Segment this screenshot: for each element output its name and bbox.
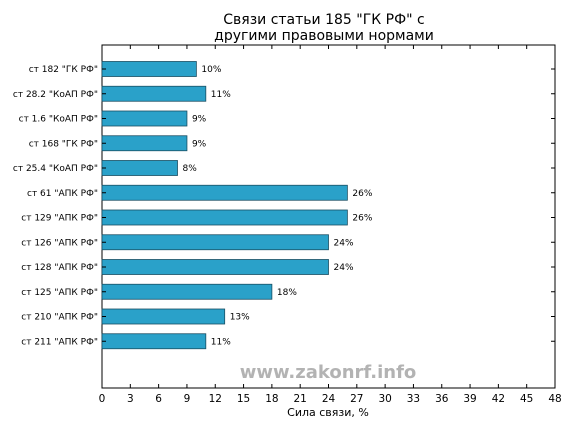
category-label: ст 182 "ГК РФ" <box>29 65 98 75</box>
x-tick-label: 0 <box>99 393 106 405</box>
bar <box>101 184 348 201</box>
bar <box>101 135 188 152</box>
category-label: ст 126 "АПК РФ" <box>21 238 98 248</box>
value-label: 24% <box>334 238 354 248</box>
x-tick-label: 45 <box>520 393 533 405</box>
chart-title-line-1: Связи статьи 185 "ГК РФ" с <box>223 12 424 28</box>
category-label: ст 129 "АПК РФ" <box>21 214 98 224</box>
x-tick-label: 18 <box>265 393 278 405</box>
bar <box>101 234 329 251</box>
bar <box>101 110 188 127</box>
x-tick-label: 39 <box>463 393 476 405</box>
x-tick-label: 15 <box>237 393 250 405</box>
x-axis-label: Сила связи, % <box>287 406 369 419</box>
category-label: ст 1.6 "КоАП РФ" <box>19 115 98 125</box>
x-tick-label: 33 <box>407 393 420 405</box>
value-label: 8% <box>183 164 198 174</box>
category-label: ст 61 "АПК РФ" <box>27 189 98 199</box>
bar <box>101 308 226 325</box>
value-label: 11% <box>211 90 231 100</box>
category-label: ст 210 "АПК РФ" <box>21 313 98 323</box>
chart-title-line-2: другими правовыми нормами <box>214 28 434 44</box>
x-tick-label: 24 <box>322 393 336 405</box>
value-label: 11% <box>211 337 231 347</box>
category-label: ст 211 "АПК РФ" <box>21 337 98 347</box>
value-label: 18% <box>277 288 297 298</box>
category-label: ст 125 "АПК РФ" <box>21 288 98 298</box>
bar <box>101 259 329 275</box>
value-label: 13% <box>230 313 250 323</box>
x-tick-label: 48 <box>548 393 561 405</box>
category-label: ст 168 "ГК РФ" <box>29 139 98 149</box>
x-tick-label: 12 <box>209 393 222 405</box>
value-label: 24% <box>334 263 354 273</box>
x-tick-label: 36 <box>435 393 449 405</box>
value-label: 10% <box>201 65 221 75</box>
bar <box>101 160 178 176</box>
value-label: 9% <box>192 139 207 149</box>
bar <box>101 61 197 77</box>
category-label: ст 28.2 "КоАП РФ" <box>13 90 98 100</box>
x-tick-label: 42 <box>492 393 505 405</box>
category-label: ст 128 "АПК РФ" <box>21 263 98 273</box>
bar <box>101 333 207 350</box>
bar <box>101 209 348 226</box>
x-tick-label: 3 <box>127 393 134 405</box>
value-label: 9% <box>192 115 207 125</box>
value-label: 26% <box>352 189 372 199</box>
category-label: ст 25.4 "КоАП РФ" <box>13 164 98 174</box>
bar <box>101 85 207 102</box>
x-tick-label: 27 <box>350 393 363 405</box>
x-tick-label: 9 <box>184 393 191 405</box>
x-tick-label: 21 <box>294 393 307 405</box>
x-tick-label: 30 <box>378 393 391 405</box>
value-label: 26% <box>352 214 372 224</box>
bar <box>101 283 273 300</box>
x-tick-label: 6 <box>155 393 162 405</box>
watermark: www.zakonrf.info <box>240 362 417 383</box>
